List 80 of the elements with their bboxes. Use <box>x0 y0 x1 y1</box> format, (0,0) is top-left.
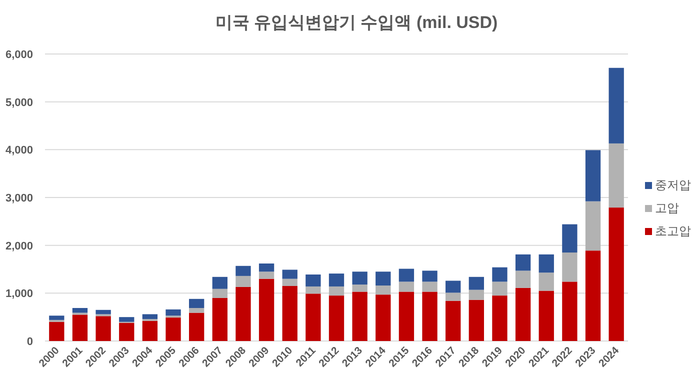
bar <box>212 298 228 341</box>
bar <box>282 286 298 341</box>
bar <box>446 280 461 293</box>
bar <box>119 322 134 341</box>
bar <box>468 276 484 290</box>
bar <box>96 316 111 341</box>
bar <box>258 278 274 341</box>
bar <box>236 286 251 341</box>
bar <box>515 254 531 271</box>
bar <box>422 270 438 282</box>
legend-label: 고압 <box>655 201 679 215</box>
bar <box>562 224 578 253</box>
bar <box>49 316 64 320</box>
bar <box>398 292 414 341</box>
bar <box>189 308 204 313</box>
bar <box>189 312 204 341</box>
y-tick-label: 6,000 <box>5 49 33 61</box>
bar <box>352 272 368 285</box>
bar <box>166 318 181 341</box>
bar <box>306 286 321 294</box>
bar <box>468 290 484 300</box>
bar <box>258 264 274 272</box>
bar <box>608 208 624 341</box>
bar <box>562 252 578 282</box>
y-tick-label: 4,000 <box>5 144 33 157</box>
bar <box>446 300 461 341</box>
bar <box>538 290 554 341</box>
bar <box>96 310 111 314</box>
bar <box>49 322 64 341</box>
bar <box>515 270 531 288</box>
bar <box>119 317 134 322</box>
bar <box>376 294 391 341</box>
bar <box>72 314 88 341</box>
y-tick-label: 2,000 <box>5 240 33 252</box>
bar <box>352 292 368 341</box>
bar <box>212 276 228 289</box>
bar <box>236 276 251 287</box>
bar <box>422 292 438 341</box>
bar <box>166 309 181 316</box>
bar <box>306 274 321 286</box>
bar <box>608 143 624 208</box>
y-tick-label: 5,000 <box>5 96 33 109</box>
bar <box>328 286 344 296</box>
y-tick-label: 0 <box>26 336 33 348</box>
bar <box>492 296 508 341</box>
bar <box>212 288 228 298</box>
bar <box>398 268 414 282</box>
bar <box>492 267 508 282</box>
bar <box>492 282 508 296</box>
bar <box>236 266 251 276</box>
bar <box>422 282 438 292</box>
bar <box>306 294 321 341</box>
bar <box>538 254 554 273</box>
chart-title: 미국 유입식변압기 수입액 (mil. USD) <box>215 13 498 32</box>
bar <box>376 272 391 286</box>
bar <box>142 314 158 319</box>
bar <box>468 300 484 341</box>
bar <box>189 298 204 308</box>
bar <box>258 272 274 279</box>
bar <box>328 296 344 341</box>
bar <box>608 68 624 144</box>
y-tick-label: 1,000 <box>5 288 33 300</box>
bar <box>352 284 368 292</box>
bar <box>72 308 88 313</box>
bar <box>282 270 298 279</box>
bar <box>376 286 391 295</box>
bar <box>585 201 601 251</box>
bar <box>398 282 414 292</box>
legend-label: 초고압 <box>655 224 691 238</box>
y-tick-label: 3,000 <box>5 192 33 204</box>
bar <box>538 272 554 291</box>
bar <box>142 320 158 341</box>
bar <box>585 150 601 202</box>
bar <box>585 250 601 341</box>
bar <box>328 274 344 286</box>
bar <box>562 282 578 341</box>
bar <box>282 278 298 286</box>
bar <box>515 288 531 341</box>
legend-label: 중저압 <box>655 178 691 192</box>
bar <box>446 292 461 301</box>
